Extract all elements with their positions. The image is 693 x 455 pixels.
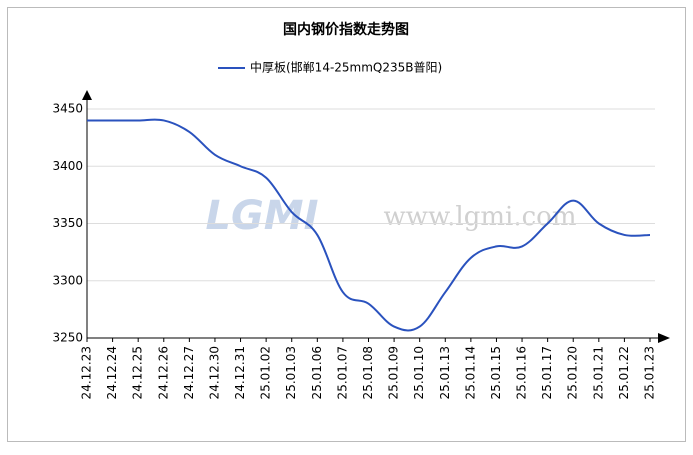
x-tick-label: 25.01.02 bbox=[259, 346, 273, 399]
x-tick-label: 25.01.20 bbox=[566, 346, 580, 399]
watermark-url: www.lgmi.com bbox=[383, 202, 576, 232]
y-axis-arrow bbox=[82, 90, 92, 100]
line-series bbox=[86, 118, 651, 332]
chart-title: 国内钢价指数走势图 bbox=[283, 21, 409, 38]
x-tick-label: 25.01.17 bbox=[540, 346, 554, 399]
x-tick-label: 25.01.21 bbox=[591, 346, 605, 399]
x-tick-label: 25.01.15 bbox=[489, 346, 503, 399]
x-tick-label: 25.01.22 bbox=[617, 346, 631, 399]
frame bbox=[7, 7, 686, 442]
y-tick-label: 3450 bbox=[52, 102, 83, 116]
x-tick-label: 24.12.23 bbox=[80, 346, 94, 399]
y-tick-label: 3250 bbox=[52, 331, 83, 345]
y-tick-label: 3300 bbox=[52, 273, 83, 287]
x-tick-label: 24.12.30 bbox=[207, 346, 221, 399]
x-tick-label: 24.12.25 bbox=[131, 346, 145, 399]
legend-label: 中厚板(邯郸14-25mmQ235B普阳) bbox=[250, 60, 442, 75]
x-tick-label: 25.01.09 bbox=[387, 346, 401, 399]
x-tick-label: 25.01.10 bbox=[412, 346, 426, 399]
y-tick-label: 3350 bbox=[52, 216, 83, 230]
x-tick-label: 25.01.08 bbox=[361, 346, 375, 399]
x-tick-label: 24.12.27 bbox=[182, 346, 196, 399]
x-tick-label: 25.01.07 bbox=[335, 346, 349, 399]
x-tick-label: 25.01.23 bbox=[643, 346, 657, 399]
x-tick-label: 24.12.26 bbox=[156, 346, 170, 399]
x-axis-arrow bbox=[658, 333, 670, 343]
x-tick-label: 25.01.14 bbox=[463, 346, 477, 399]
x-tick-label: 24.12.24 bbox=[105, 346, 119, 399]
x-tick-label: 25.01.13 bbox=[438, 346, 452, 399]
watermark-logo: LGMI bbox=[205, 193, 318, 239]
y-tick-label: 3400 bbox=[52, 159, 83, 173]
x-tick-label: 25.01.03 bbox=[284, 346, 298, 399]
x-tick-label: 24.12.31 bbox=[233, 346, 247, 399]
x-tick-label: 25.01.16 bbox=[515, 346, 529, 399]
x-tick-label: 25.01.06 bbox=[310, 346, 324, 399]
